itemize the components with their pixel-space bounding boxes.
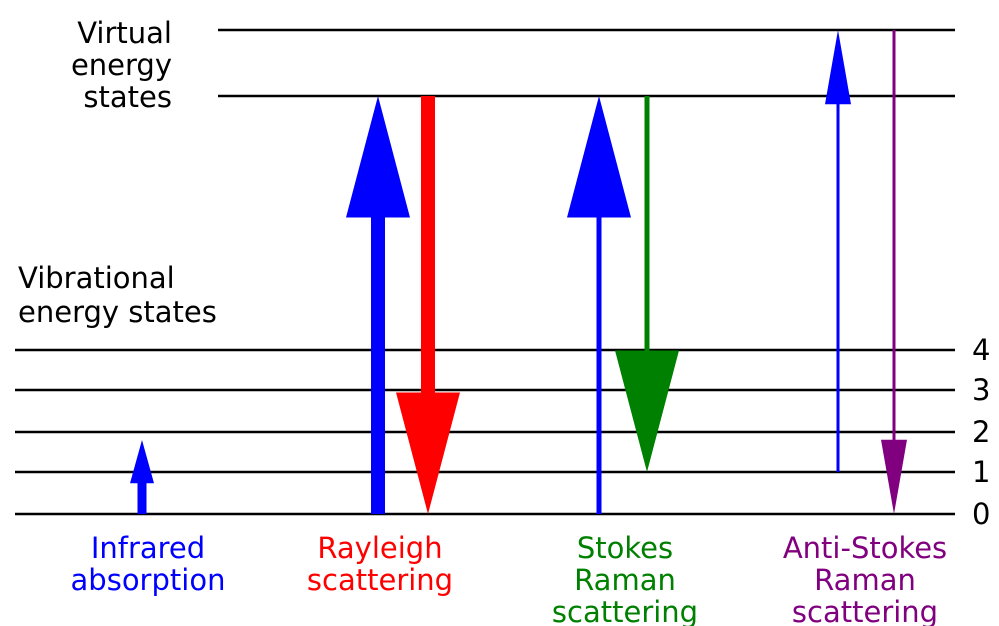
levels (15, 28, 955, 516)
arrow (346, 96, 410, 514)
virtual-label: Virtual (77, 16, 172, 50)
process-label: scattering (792, 595, 938, 626)
level-number: 3 (972, 373, 990, 407)
level-number: 4 (972, 333, 990, 367)
arrow (825, 30, 851, 472)
process-label: Rayleigh (317, 531, 442, 565)
level-number: 0 (972, 497, 990, 531)
process-label: Raman (574, 563, 676, 597)
process-label: scattering (307, 563, 453, 597)
label-group: Rayleigh scattering (307, 531, 453, 597)
virtual-label: states (83, 80, 172, 114)
process-label: Infrared (91, 531, 205, 565)
arrow (567, 96, 631, 514)
process-label: absorption (71, 563, 226, 597)
label-group: Stokes Raman scattering (552, 531, 698, 626)
vibrational-label: energy states (18, 295, 217, 329)
vibrational-label: Vibrational (18, 261, 175, 295)
level-number: 1 (972, 455, 990, 489)
arrow (396, 96, 460, 514)
process-label: scattering (552, 595, 698, 626)
process-label: Anti-Stokes (783, 531, 947, 565)
arrow (615, 96, 679, 472)
label-group: Anti-Stokes Raman scattering (783, 531, 947, 626)
virtual-label: energy (71, 48, 172, 82)
arrow (881, 30, 907, 514)
label-group: Infrared absorption (71, 531, 226, 597)
arrow (130, 440, 154, 514)
process-label: Raman (814, 563, 916, 597)
level-number: 2 (972, 415, 990, 449)
process-label: Stokes (577, 531, 673, 565)
